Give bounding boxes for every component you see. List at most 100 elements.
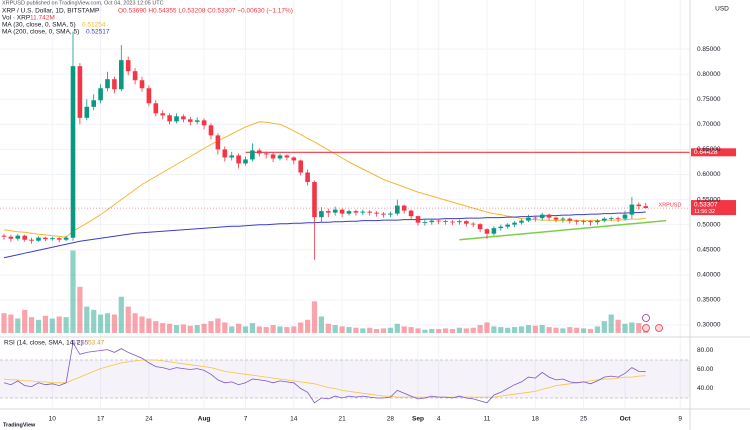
x-tick-label: 24 — [145, 416, 153, 423]
candle-body — [595, 220, 600, 223]
volume-bar — [249, 323, 255, 333]
volume-bar — [512, 327, 518, 333]
volume-bar — [194, 325, 200, 333]
event-icon[interactable] — [642, 314, 650, 322]
y-tick-label: 0.75000 — [697, 96, 721, 103]
candle-body — [319, 211, 324, 218]
candle-body — [277, 155, 283, 159]
y-tick-label: 0.60000 — [697, 171, 721, 178]
candle-body — [43, 237, 48, 240]
candle-body — [257, 150, 262, 154]
candle-body — [457, 221, 462, 223]
volume-bar — [360, 328, 366, 333]
volume-bar — [132, 313, 138, 333]
candle-body — [215, 135, 221, 150]
candle-body — [360, 211, 366, 213]
candle-body — [567, 218, 573, 221]
volume-bar — [22, 309, 28, 333]
volume-bar — [29, 317, 35, 333]
volume-bar — [256, 326, 262, 333]
x-tick-label: 18 — [532, 416, 540, 423]
volume-bar — [587, 329, 594, 333]
candle-body — [470, 223, 476, 225]
volume-bar — [236, 323, 242, 333]
candle-body — [622, 214, 628, 219]
x-tick-label: 17 — [97, 416, 105, 423]
candle-body — [112, 79, 117, 90]
volume-bar — [470, 327, 476, 333]
candle-body — [167, 115, 172, 122]
candle-body — [63, 237, 69, 240]
candle-body — [643, 206, 648, 209]
x-tick-label: 7 — [244, 416, 248, 423]
volume-bar — [380, 328, 387, 333]
candle-body — [70, 66, 76, 238]
volume-bar — [222, 322, 228, 333]
candle-body — [415, 216, 421, 223]
candle-body — [443, 221, 448, 222]
volume-bar — [318, 316, 324, 333]
volume-bar — [505, 327, 511, 333]
candle-body — [408, 210, 414, 217]
candle-body — [181, 116, 186, 120]
legend-entry: MA (200, close, 0, SMA, 5) — [2, 29, 79, 36]
candle-body — [243, 159, 248, 164]
legend-value: 0.51254 — [82, 22, 106, 29]
rsi-band — [0, 360, 690, 398]
volume-bar — [56, 316, 62, 333]
candle-body — [615, 218, 621, 219]
candle-body — [505, 224, 510, 227]
candle-body — [526, 217, 531, 221]
volume-bar — [325, 323, 331, 333]
volume-bar — [291, 326, 297, 333]
volume-bar — [187, 325, 193, 333]
volume-bar — [339, 326, 345, 333]
volume-bar — [443, 328, 449, 333]
y-tick-label: 0.65000 — [697, 146, 721, 153]
volume-legend: Vol · XRP — [2, 15, 30, 22]
x-tick-label: 28 — [387, 416, 395, 423]
candle-body — [381, 213, 386, 215]
volume-bar — [153, 321, 159, 333]
event-icon[interactable] — [655, 324, 663, 332]
volume-bar — [98, 314, 104, 333]
volume-bar — [167, 323, 173, 333]
candle-body — [539, 214, 545, 219]
countdown: 11:56:32 — [694, 209, 715, 215]
candle-body — [77, 66, 83, 118]
volume-bar — [491, 326, 497, 333]
volume-bar — [581, 328, 587, 333]
rsi-line — [3, 341, 646, 404]
level-label: 0.64428 — [694, 149, 718, 156]
volume-bar — [125, 306, 131, 333]
candle-body — [160, 113, 165, 116]
candle-body — [91, 100, 96, 107]
x-tick-label: 10 — [49, 416, 57, 423]
volume-bar — [139, 316, 145, 333]
candle-body — [629, 204, 635, 215]
candle-body — [450, 221, 455, 223]
volume-bar — [277, 326, 283, 333]
event-icon[interactable] — [642, 324, 650, 332]
candle-body — [477, 224, 483, 230]
candle-body — [250, 150, 255, 160]
volume-bar — [160, 323, 166, 333]
volume-bar — [367, 327, 373, 333]
candle-body — [201, 120, 207, 126]
y-tick-label: 0.35000 — [697, 297, 721, 304]
ma-line — [3, 211, 646, 259]
candle-body — [229, 155, 234, 158]
candle-body — [50, 238, 55, 240]
volume-bar — [553, 327, 559, 333]
candle-body — [484, 229, 490, 234]
volume-bar — [574, 327, 580, 333]
candle-body — [388, 213, 393, 215]
volume-bar — [305, 319, 311, 333]
candle-body — [125, 60, 131, 72]
rsi-value: 57.65 — [72, 340, 89, 347]
candle-body — [1, 235, 7, 237]
ohlc-label: O0.53690 H0.54355 L0.53208 C0.53307 −0.0… — [118, 8, 293, 15]
volume-bar — [525, 325, 531, 333]
